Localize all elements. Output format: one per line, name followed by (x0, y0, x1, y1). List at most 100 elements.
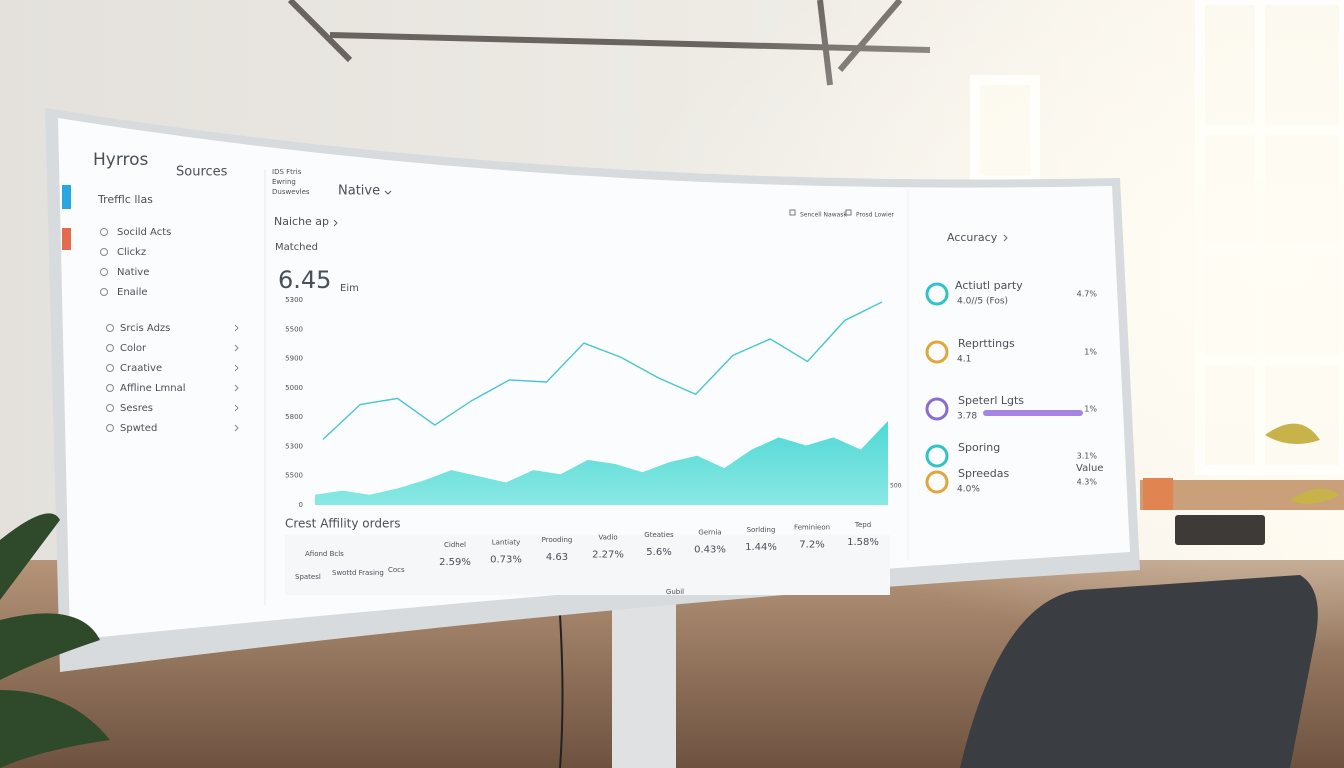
nav-icon (106, 364, 114, 372)
y-tick-label: 5300 (285, 442, 303, 450)
dropdown-caret (384, 190, 392, 195)
item-sub: 4.0//5 (Fos) (957, 297, 1008, 307)
nav-item: Affline Lmnal (120, 383, 186, 394)
y-tick-label: 5500 (285, 325, 303, 333)
cell-value: 4.63 (546, 552, 568, 563)
nav-icon (106, 404, 114, 412)
column-header: Lantiaty (492, 539, 521, 547)
nav-icon (106, 384, 114, 392)
cell-value: 0.43% (694, 545, 726, 556)
breadcrumb: Naiche ap (274, 215, 329, 228)
control-icon (789, 209, 796, 216)
nav-icon (106, 344, 114, 352)
cell-value: 1.58% (847, 537, 879, 548)
control: Sencell Nawask (800, 212, 847, 219)
item-icon (925, 470, 949, 494)
item-value: 1% (1084, 405, 1097, 414)
nav-icon (100, 248, 108, 256)
column-header: Gernia (698, 529, 721, 537)
chevron (234, 364, 239, 372)
chevron (234, 404, 239, 412)
tab-marker (62, 228, 71, 250)
line-series (322, 301, 883, 440)
monitor-stand (612, 600, 676, 768)
nav-item: Enaile (117, 287, 148, 298)
area-series (315, 420, 888, 505)
chevron (333, 219, 338, 227)
book (1175, 515, 1265, 545)
chair (960, 575, 1318, 768)
metric-label: Matched (275, 242, 318, 253)
meta-text: Ewring (272, 178, 296, 186)
column-header: Tepd (854, 521, 871, 529)
y-tick-label: 5800 (285, 413, 303, 421)
cell-value: 5.6% (646, 547, 671, 558)
cell-value: 2.27% (592, 550, 624, 561)
panel-title: Accuracy (947, 231, 998, 244)
row-label: Spatesl (295, 573, 321, 581)
chevron (234, 344, 239, 352)
chevron (1003, 234, 1008, 242)
metric-unit: Eim (340, 283, 359, 294)
row-label: Cocs (388, 566, 405, 574)
column-header: Prooding (542, 536, 573, 544)
cell-value: 0.73% (490, 555, 522, 566)
row-label: Swottd Frasing (332, 569, 384, 577)
item-value: 4.3% (1077, 478, 1098, 487)
nav-icon (106, 324, 114, 332)
item-name: Actiutl party (955, 279, 1023, 292)
y-tick-label: 5500 (285, 472, 303, 480)
y-tick-label: 0 (299, 501, 303, 509)
nav-item: Craative (120, 363, 162, 374)
item-value: 4.7% (1077, 290, 1098, 299)
item-sub: 4.1 (957, 355, 971, 365)
item-icon (925, 282, 949, 306)
chevron (234, 384, 239, 392)
value-header: Value (1076, 463, 1103, 474)
brand: Hyrros (93, 150, 149, 170)
nav-icon (100, 288, 108, 296)
nav-item: Clickz (117, 247, 146, 258)
nav-item: Srcis Adzs (120, 323, 170, 334)
nav-item: Color (120, 343, 147, 354)
nav-icon (100, 228, 108, 236)
progress-bar (983, 410, 1083, 416)
item-value: 3.1% (1077, 452, 1098, 461)
cell-value: 1.44% (745, 542, 777, 553)
plant (0, 513, 110, 768)
column-header: Gteaties (644, 531, 674, 539)
control-icon (845, 209, 852, 216)
tab-marker (62, 185, 71, 209)
cell-value: 2.59% (439, 557, 471, 568)
item-value: 1% (1084, 348, 1097, 357)
column-header: Sorlding (747, 526, 776, 534)
item-name: Sporing (958, 441, 1000, 454)
item-icon (925, 397, 949, 421)
table-title: Crest Affility orders (285, 517, 401, 531)
meta-text: IDS Ftris (272, 168, 302, 176)
section-title: Sources (176, 165, 228, 180)
screen (58, 118, 1130, 640)
column-header: Cidhel (444, 541, 466, 549)
cable (559, 614, 564, 768)
metric: 6.45 (278, 266, 331, 294)
cell-value: 7.2% (799, 540, 824, 551)
nav-item: Spwted (120, 423, 157, 434)
nav-item: Sesres (120, 403, 153, 414)
x-tick-label: 500 (890, 483, 902, 490)
dropdown: Native (338, 184, 380, 199)
nav-icon (100, 268, 108, 276)
item-sub: 4.0% (957, 485, 980, 495)
control: Prosd Lowier (856, 212, 895, 219)
item-icon (925, 340, 949, 364)
table-box (285, 535, 890, 595)
item-name: Speterl Lgts (958, 394, 1024, 407)
y-tick-label: 5900 (285, 355, 303, 363)
meta-text: Duswevles (272, 188, 310, 196)
plant-pot (1143, 478, 1173, 510)
bezel-brand: Gubil (666, 588, 684, 596)
item-name: Reprttings (958, 337, 1015, 350)
nav-item: Native (117, 267, 149, 278)
nav-icon (106, 424, 114, 432)
